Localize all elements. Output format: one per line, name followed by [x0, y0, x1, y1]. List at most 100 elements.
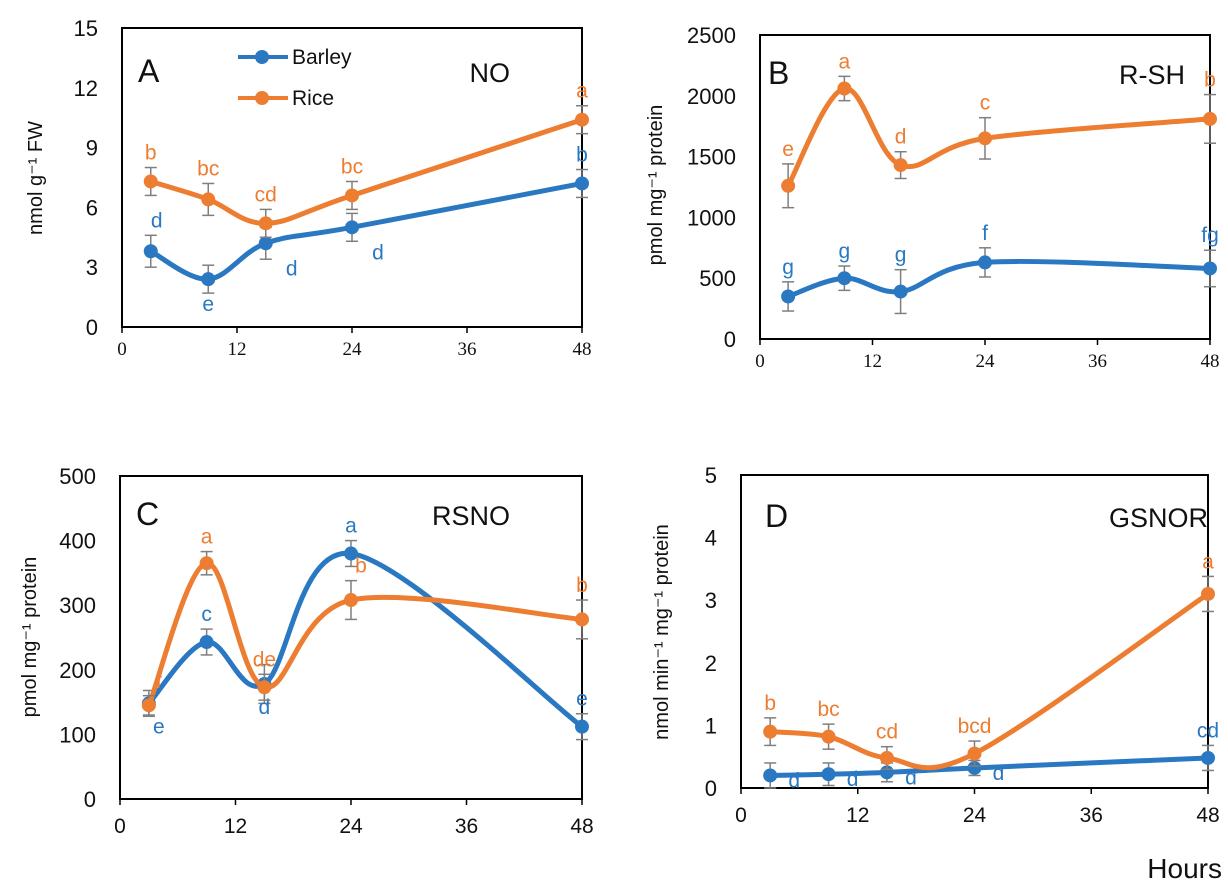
data-point-barley — [575, 176, 589, 191]
data-point-barley — [837, 271, 852, 286]
y-tick-label: 500 — [699, 266, 736, 291]
data-point-barley — [575, 719, 589, 734]
series-line-rice — [146, 560, 583, 707]
x-tick-label: 12 — [224, 815, 247, 838]
significance-letter: g — [895, 244, 907, 267]
data-point-rice — [763, 724, 778, 739]
data-point-rice — [781, 178, 796, 193]
data-point-barley — [781, 289, 796, 304]
data-point-barley — [201, 272, 216, 287]
significance-letter: d — [286, 257, 298, 280]
significance-letter: cd — [255, 183, 277, 206]
x-tick-label: 48 — [1196, 804, 1219, 827]
significance-letter: c — [980, 92, 991, 115]
series-line-barley — [149, 181, 583, 282]
significance-letter: a — [1202, 550, 1214, 573]
data-point-barley — [143, 244, 158, 259]
significance-letter: a — [576, 80, 588, 103]
x-tick-label: 12 — [846, 804, 869, 827]
x-tick-label: 24 — [976, 351, 996, 372]
x-tick-label: 0 — [114, 815, 126, 838]
legend: Barley Rice — [238, 46, 352, 110]
x-axis-title: Hours — [1147, 853, 1222, 884]
significance-letter: f — [982, 222, 988, 245]
y-axis-label-a: nmol g⁻¹ FW — [25, 121, 47, 235]
data-point-rice — [893, 158, 908, 173]
series-line-barley — [770, 755, 1209, 778]
data-point-barley — [893, 284, 908, 299]
y-tick-label: 500 — [59, 464, 96, 489]
panel-letter-b: B — [768, 55, 789, 91]
data-point-rice — [257, 680, 272, 695]
x-tick-label: 36 — [1088, 351, 1107, 372]
y-axis-label-b: pmol mg⁻¹ protein — [645, 105, 667, 266]
significance-letter: d — [259, 696, 271, 719]
significance-letter: b — [576, 574, 588, 597]
significance-letter: d — [895, 126, 907, 149]
x-tick-label: 0 — [755, 351, 765, 372]
y-tick-label: 6 — [86, 195, 98, 220]
x-tick-label: 24 — [339, 815, 363, 838]
significance-letter: d — [847, 768, 859, 791]
significance-letter: e — [153, 715, 165, 738]
x-tick-label: 36 — [1080, 804, 1103, 827]
data-point-rice — [967, 746, 982, 761]
y-tick-label: 300 — [59, 593, 96, 618]
significance-letter: g — [839, 240, 851, 263]
data-point-barley — [821, 767, 836, 782]
y-tick-label: 0 — [84, 787, 96, 812]
data-point-rice — [821, 729, 836, 744]
y-tick-label: 400 — [59, 529, 96, 554]
significance-letter: a — [345, 515, 357, 538]
y-tick-label: 3 — [705, 588, 717, 613]
data-point-barley — [344, 546, 358, 561]
panel-title-d: GSNOR — [1109, 503, 1208, 533]
y-tick-label: 2 — [705, 651, 717, 676]
significance-letter: cd — [1197, 719, 1219, 742]
data-point-barley — [967, 760, 982, 775]
significance-letter: d — [993, 762, 1005, 785]
y-tick-label: 200 — [59, 658, 96, 683]
significance-letter: fg — [1201, 224, 1219, 247]
data-point-rice — [575, 612, 589, 627]
significance-letter: g — [782, 256, 794, 279]
legend-barley-marker — [255, 50, 269, 64]
significance-letter: bcd — [958, 715, 992, 738]
data-point-rice — [1203, 111, 1217, 126]
x-tick-label: 0 — [117, 339, 127, 360]
y-tick-label: 15 — [74, 16, 98, 41]
data-point-rice — [143, 174, 158, 189]
significance-letter: d — [151, 209, 163, 232]
legend-rice-label: Rice — [292, 87, 334, 110]
y-tick-label: 0 — [724, 327, 736, 352]
data-point-rice — [575, 112, 589, 127]
significance-letter: f — [156, 670, 162, 693]
significance-letter: bc — [341, 155, 363, 178]
panel-c-rsno-chart: 0 100 200 300 400 500 0 12 24 36 48 pmol mg⁻¹ prote… — [19, 464, 594, 838]
significance-letter: d — [372, 241, 384, 264]
significance-letter: b — [764, 692, 776, 715]
panel-letter-a: A — [138, 53, 160, 89]
data-point-rice — [978, 131, 992, 146]
significance-letter: c — [201, 603, 212, 626]
data-point-rice — [199, 556, 214, 571]
significance-letter: b — [576, 144, 588, 167]
panel-title-c: RSNO — [432, 501, 510, 531]
y-tick-label: 1500 — [687, 145, 736, 170]
panel-b-rsh-chart: 0 500 1000 1500 2000 2500 0 12 24 36 48 pmol mg⁻¹ p… — [645, 23, 1220, 372]
x-tick-label: 48 — [573, 339, 592, 360]
y-tick-label: 1 — [705, 713, 717, 738]
data-point-rice — [345, 188, 359, 203]
y-tick-label: 5 — [705, 463, 717, 488]
significance-letter: e — [202, 293, 214, 316]
legend-barley-label: Barley — [292, 46, 352, 69]
y-tick-label: 2500 — [687, 23, 736, 48]
significance-letter: bc — [197, 157, 219, 180]
data-point-barley — [978, 255, 992, 270]
panel-title-a: NO — [470, 58, 511, 88]
legend-rice-marker — [255, 91, 269, 105]
data-point-rice — [258, 216, 273, 231]
